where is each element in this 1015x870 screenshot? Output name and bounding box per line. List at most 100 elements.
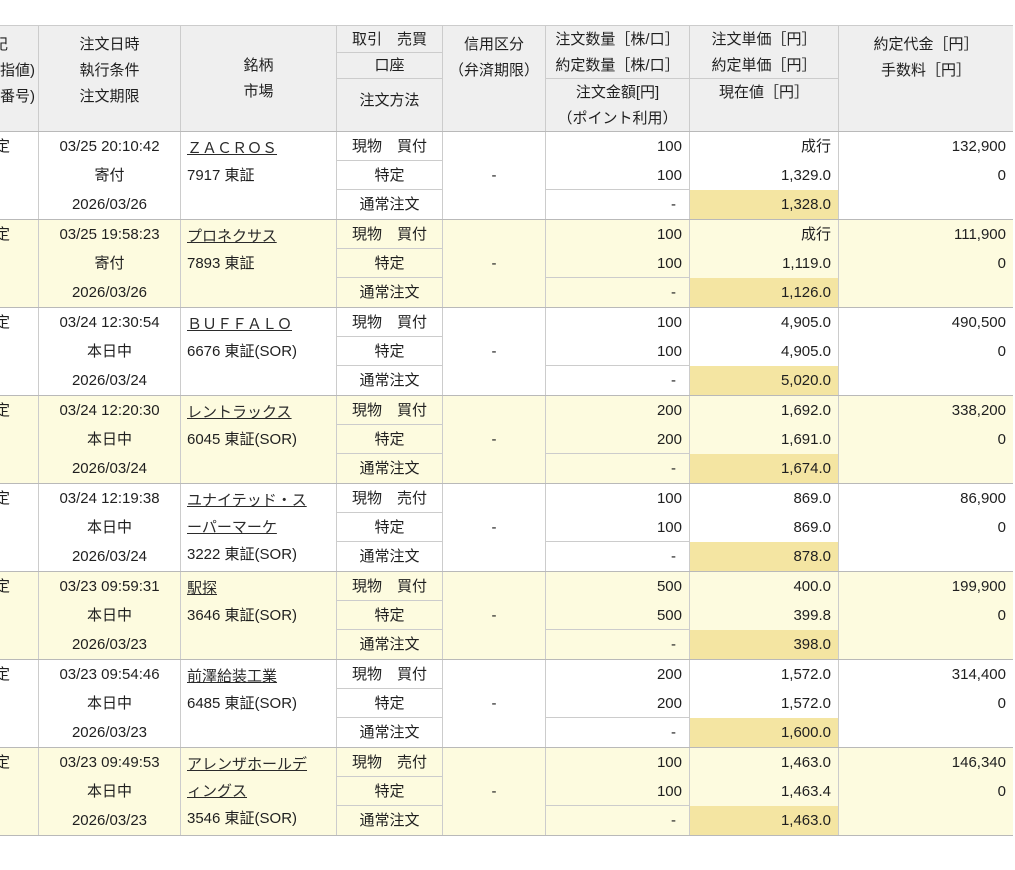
current-price: 398.0 (690, 630, 838, 659)
stock-name-link[interactable]: ユナイテッド・ス ーパーマーケ (187, 492, 307, 536)
order-quantity: 100 (656, 314, 682, 331)
trade-type: 現物 買付 (337, 572, 442, 601)
header-datetime-column: 注文日時 執行条件 注文期限 (39, 26, 181, 131)
header-stock-column: 銘柄 市場 (181, 26, 337, 131)
order-datetime-cell: 03/23 09:59:31 本日中 2026/03/23 (39, 572, 181, 659)
current-price: 878.0 (690, 542, 838, 571)
order-datetime: 03/25 20:10:42 (59, 138, 160, 155)
order-price: 1,572.0 (780, 666, 831, 683)
amount-cell: 146,340 0 (839, 748, 1013, 835)
table-header-row: 記 指値) 番号) 注文日時 執行条件 注文期限 銘柄 市場 取引 売買 口座 … (0, 26, 1013, 132)
header-order-price: 注文単価［円］ (711, 31, 817, 48)
order-method: 通常注文 (359, 724, 420, 741)
account-type: 特定 (337, 249, 442, 278)
amount-cell: 132,900 0 (839, 132, 1013, 219)
fee: 0 (997, 431, 1006, 448)
trade-cell: 現物 買付 特定 通常注文 (337, 220, 443, 307)
executed-quantity: 100 (656, 519, 682, 536)
margin-class-cell: - (443, 484, 546, 571)
order-expiry: 2026/03/23 (71, 636, 148, 653)
account-type: 特定 (337, 337, 442, 366)
amount-cell: 86,900 0 (839, 484, 1013, 571)
stock-code-market: 7893 東証 (187, 255, 255, 272)
trade-cell: 現物 買付 特定 通常注文 (337, 572, 443, 659)
executed-amount: 490,500 (951, 314, 1006, 331)
trade-type: 現物 買付 (337, 220, 442, 249)
order-datetime: 03/25 19:58:23 (59, 226, 160, 243)
order-expiry: 2026/03/24 (71, 372, 148, 389)
executed-price: 1,119.0 (782, 255, 831, 272)
order-datetime: 03/23 09:59:31 (59, 578, 160, 595)
order-method: 通常注文 (359, 460, 420, 477)
order-amount: - (671, 548, 676, 565)
order-datetime-cell: 03/24 12:20:30 本日中 2026/03/24 (39, 396, 181, 483)
stock-name-link[interactable]: プロネクサス (187, 228, 277, 245)
stock-name-link[interactable]: ＺＡＣＲＯＳ (187, 140, 278, 157)
quantity-cell: 200 200 - (546, 396, 690, 483)
header-fee: 手数料［円］ (880, 62, 971, 79)
header-current-price: 現在値［円］ (718, 84, 809, 101)
stock-name-link[interactable]: ＢＵＦＦＡＬＯ (187, 316, 293, 333)
executed-quantity: 200 (656, 695, 682, 712)
order-status-cell: 定 (0, 308, 39, 395)
order-price: 869.0 (793, 490, 831, 507)
order-status: 定 (0, 308, 38, 337)
margin-class-cell: - (443, 220, 546, 307)
order-datetime-cell: 03/25 19:58:23 寄付 2026/03/26 (39, 220, 181, 307)
table-row: 定 03/24 12:19:38 本日中 2026/03/24 ユナイテッド・ス… (0, 484, 1013, 572)
execution-condition: 寄付 (94, 255, 125, 272)
fee: 0 (997, 255, 1006, 272)
header-executed-amount: 約定代金［円］ (873, 36, 979, 53)
stock-cell: 前澤給装工業 6485 東証(SOR) (181, 660, 337, 747)
margin-class: - (491, 783, 497, 800)
order-price: 成行 (800, 138, 831, 155)
order-datetime-cell: 03/23 09:49:53 本日中 2026/03/23 (39, 748, 181, 835)
quantity-cell: 100 100 - (546, 132, 690, 219)
stock-name-link[interactable]: レントラックス (187, 404, 292, 421)
order-datetime-cell: 03/24 12:19:38 本日中 2026/03/24 (39, 484, 181, 571)
fee: 0 (997, 519, 1006, 536)
header-margin-class: 信用区分 (463, 36, 524, 53)
order-status: 定 (0, 484, 38, 513)
order-status-cell: 定 (0, 748, 39, 835)
order-price: 1,463.0 (780, 754, 831, 771)
execution-condition: 本日中 (86, 343, 132, 360)
price-cell: 1,692.0 1,691.0 1,674.0 (690, 396, 839, 483)
stock-name-link[interactable]: アレンザホールデ ィングス (187, 756, 308, 800)
order-amount: - (671, 636, 676, 653)
trade-type: 現物 売付 (337, 748, 442, 777)
executed-amount: 314,400 (951, 666, 1006, 683)
order-status: 定 (0, 748, 38, 777)
order-quantity: 200 (656, 402, 682, 419)
table-body: 定 03/25 20:10:42 寄付 2026/03/26 ＺＡＣＲＯＳ 79… (0, 132, 1013, 836)
stock-name-link[interactable]: 前澤給装工業 (187, 668, 278, 685)
order-amount: - (671, 812, 676, 829)
quantity-cell: 100 100 - (546, 748, 690, 835)
order-expiry: 2026/03/24 (71, 548, 148, 565)
table-row: 定 03/24 12:20:30 本日中 2026/03/24 レントラックス … (0, 396, 1013, 484)
stock-cell: レントラックス 6045 東証(SOR) (181, 396, 337, 483)
fee: 0 (997, 783, 1006, 800)
quantity-cell: 100 100 - (546, 484, 690, 571)
stock-cell: ＺＡＣＲＯＳ 7917 東証 (181, 132, 337, 219)
margin-class-cell: - (443, 132, 546, 219)
current-price: 1,463.0 (690, 806, 838, 835)
price-cell: 1,463.0 1,463.4 1,463.0 (690, 748, 839, 835)
trade-type: 現物 売付 (337, 484, 442, 513)
margin-class: - (491, 431, 497, 448)
executed-price: 4,905.0 (780, 343, 831, 360)
order-datetime: 03/23 09:54:46 (59, 666, 160, 683)
executed-price: 1,572.0 (780, 695, 831, 712)
order-method: 通常注文 (359, 372, 420, 389)
amount-cell: 111,900 0 (839, 220, 1013, 307)
order-status: 定 (0, 572, 38, 601)
price-cell: 成行 1,329.0 1,328.0 (690, 132, 839, 219)
order-status-cell: 定 (0, 220, 39, 307)
stock-name-link[interactable]: 駅探 (187, 580, 218, 597)
executed-price: 1,463.4 (780, 783, 831, 800)
account-type: 特定 (337, 425, 442, 454)
quantity-cell: 100 100 - (546, 220, 690, 307)
order-expiry: 2026/03/23 (71, 812, 148, 829)
order-status: 定 (0, 220, 38, 249)
execution-condition: 本日中 (86, 519, 132, 536)
